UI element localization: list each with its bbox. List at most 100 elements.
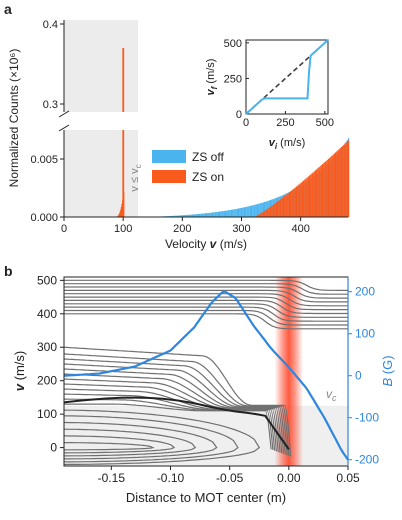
bar-zs-on — [297, 185, 299, 217]
vc-region-text: v ≤ v — [129, 168, 141, 192]
trajectory-high — [64, 279, 348, 291]
bar-zs-off — [188, 214, 190, 217]
bar-zs-off — [266, 201, 268, 217]
panel-a: a 0 100 200 300 400 0.000 0.005 0.3 0.4 Normalized… — [4, 1, 350, 251]
trajectory-high — [64, 283, 348, 295]
bar-zs-off — [240, 208, 242, 217]
inset-line-zeeman — [245, 39, 329, 115]
bar-zs-on — [331, 155, 333, 217]
bar-zs-on — [285, 195, 287, 217]
bar-zs-off — [170, 215, 172, 217]
bar-zs-on — [340, 147, 343, 217]
bar-zs-on — [342, 145, 344, 217]
bar-zs-on — [343, 144, 345, 217]
bar-zs-off — [249, 205, 251, 217]
bar-zs-off — [224, 210, 227, 217]
x-tick-label: 400 — [291, 223, 309, 235]
bar-zs-on — [273, 204, 275, 217]
bar-zs-on — [277, 201, 279, 217]
bar-zs-on — [310, 174, 312, 217]
bar-zs-off — [220, 211, 222, 217]
shaded-region-lower — [64, 130, 138, 217]
bar-zs-on — [345, 142, 347, 217]
bar-zs-off — [196, 214, 198, 217]
bar-zs-off — [234, 209, 236, 217]
trajectory-contour — [64, 442, 155, 451]
bar-zs-on — [303, 180, 305, 217]
legend-label: ZS off — [192, 150, 224, 164]
trajectory-decel — [64, 346, 292, 457]
bar-zs-on — [266, 209, 268, 217]
bar-zs-on — [294, 187, 296, 217]
bar-zs-on — [299, 183, 301, 217]
bar-zs-off — [210, 212, 212, 217]
bar-zs-on — [321, 164, 324, 217]
trajectory-high — [64, 296, 348, 311]
bar-zs-on — [313, 171, 315, 217]
bar-zs-on — [292, 189, 294, 217]
bar-zs-off — [183, 215, 185, 217]
inset-x-unit: (m/s) — [277, 137, 305, 149]
bar-zs-off — [259, 203, 261, 217]
bar-zs-on — [305, 178, 307, 217]
bar-zs-off — [252, 205, 254, 217]
trajectory-high — [64, 303, 348, 318]
x-tick-label-b: -0.15 — [98, 471, 126, 485]
bar-zs-on — [274, 203, 276, 217]
trajectory-critical — [64, 396, 290, 450]
bar-zs-off — [229, 209, 231, 217]
y-label-var: v — [12, 383, 27, 391]
inset-y-sub: f — [210, 85, 219, 89]
x-tick-label: 200 — [173, 223, 191, 235]
bar-zs-off — [230, 209, 233, 217]
bar-zs-off — [215, 212, 217, 217]
bar-zs-on — [314, 170, 317, 217]
bar-zs-off — [223, 210, 225, 217]
bar-zs-off — [206, 213, 208, 217]
y-tick-label-lower: 0.005 — [30, 154, 58, 166]
bar-zs-off — [245, 207, 247, 217]
bar-zs-off — [176, 215, 178, 217]
bar-zs-off — [179, 215, 182, 217]
bar-zs-on — [272, 204, 274, 217]
bar-zs-on — [293, 188, 295, 217]
inset-y-label: vf (m/s) — [205, 59, 219, 96]
bar-zs-on — [333, 153, 335, 217]
bar-zs-off — [255, 204, 257, 217]
x-axis-label-a: Velocity v (m/s) — [165, 237, 247, 251]
y2-label-unit: (G) — [380, 355, 395, 377]
y2-axis-label-b: B (G) — [380, 355, 395, 386]
bar-zs-on — [291, 190, 293, 217]
bar-zs-on — [280, 198, 282, 217]
bar-zs-on — [275, 202, 277, 217]
trajectory-high — [64, 286, 348, 299]
bar-zs-off — [227, 210, 229, 217]
bar-zs-on — [336, 151, 338, 217]
bar-zs-off — [246, 206, 248, 217]
bar-zs-off — [214, 212, 216, 217]
inset-y-var: v — [205, 88, 217, 95]
axis-break — [58, 110, 70, 132]
trajectory-contour — [64, 421, 218, 460]
y-tick-label-b: 400 — [37, 307, 57, 321]
vc-label-b: vc — [326, 387, 337, 403]
bar-zs-on — [298, 184, 300, 217]
inset-y-tick-label: 500 — [224, 38, 242, 50]
bar-zs-off — [201, 213, 203, 217]
trajectory-high — [64, 293, 348, 307]
panel-a-label: a — [4, 1, 12, 17]
bar-zs-off — [203, 213, 205, 217]
bar-zs-on — [325, 160, 327, 217]
y-tick-label-b: 500 — [37, 273, 57, 287]
inset-x-sub: i — [275, 142, 278, 151]
y-tick-label-upper: 0.4 — [43, 19, 58, 31]
bar-zs-on — [262, 211, 264, 217]
bar-zs-on — [260, 213, 262, 217]
x-tick-label-b: -0.10 — [157, 471, 185, 485]
magnetic-field-curve — [63, 290, 349, 461]
trajectory-contour — [64, 409, 261, 466]
bar-zs-off — [175, 215, 177, 217]
bar-zs-on — [319, 166, 321, 217]
vc-label-sub: c — [332, 393, 337, 403]
